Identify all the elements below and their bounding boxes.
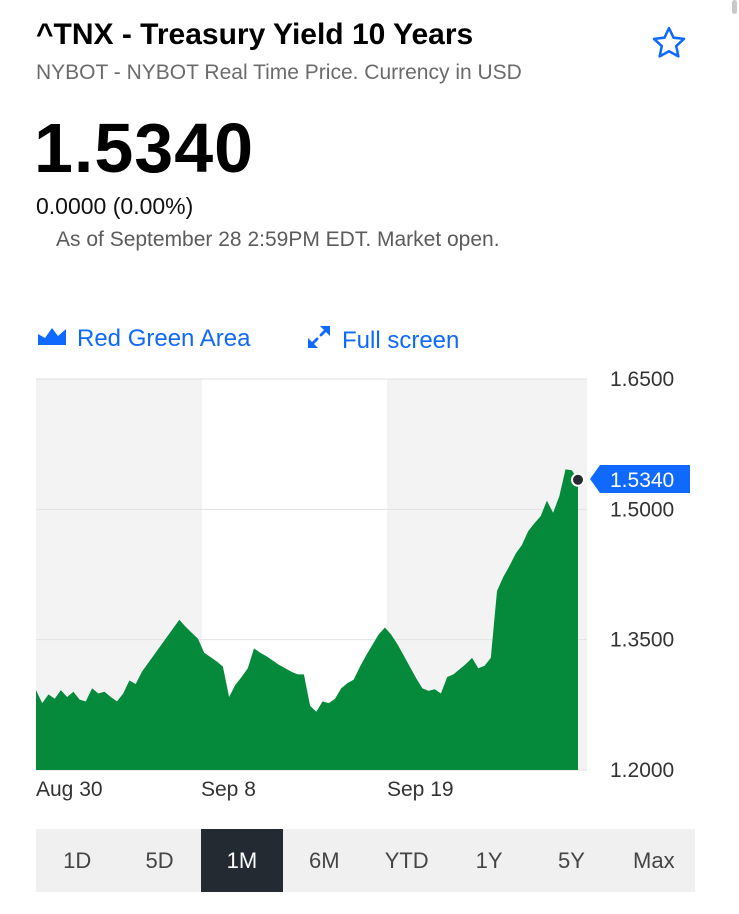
current-value-dot: [571, 472, 585, 487]
current-value-callout: [590, 465, 690, 493]
y-tick-label: 1.2000: [610, 759, 674, 782]
range-tab-6m[interactable]: 6M: [309, 847, 340, 873]
fullscreen-label: Full screen: [342, 326, 460, 354]
price-change: 0.0000 (0.00%): [36, 193, 194, 219]
range-tab-1y[interactable]: 1Y: [475, 847, 503, 873]
quote-timestamp: As of September 28 2:59PM EDT. Market op…: [56, 228, 500, 251]
x-tick-label: Sep 19: [387, 778, 454, 801]
current-value-label: 1.5340: [610, 469, 674, 492]
yield-area-chart[interactable]: 1.6500 1.5000 1.3500 1.2000 Aug 30 Sep 8 Sep 1…: [0, 370, 739, 810]
range-tab-ytd[interactable]: YTD: [384, 847, 429, 873]
x-tick-label: Aug 30: [36, 778, 103, 801]
range-tab-max[interactable]: Max: [633, 847, 675, 873]
current-price: 1.5340: [34, 109, 255, 187]
scrollbar-thumb[interactable]: [732, 0, 737, 14]
chart-type-label: Red Green Area: [77, 324, 251, 352]
y-tick-label: 1.6500: [610, 370, 674, 391]
quote-source: NYBOT - NYBOT Real Time Price. Currency …: [36, 61, 522, 84]
expand-arrows-icon: [306, 324, 342, 357]
fullscreen-button[interactable]: Full screen: [306, 324, 459, 357]
area-series: [36, 469, 578, 770]
y-tick-label: 1.5000: [610, 498, 674, 521]
range-tab-1m[interactable]: 1M: [200, 829, 284, 892]
range-tab-1d[interactable]: 1D: [63, 847, 92, 873]
range-selector: 1D 5D 1M 6M YTD 1Y 5Y Max: [36, 829, 695, 892]
area-chart-icon: [37, 324, 77, 353]
range-tab-5y[interactable]: 5Y: [557, 847, 585, 873]
star-icon[interactable]: [650, 24, 688, 62]
range-tab-5d[interactable]: 5D: [145, 847, 174, 873]
page-title: ^TNX - Treasury Yield 10 Years: [36, 18, 474, 51]
chart-type-button[interactable]: Red Green Area: [37, 324, 250, 353]
y-tick-label: 1.3500: [610, 629, 674, 652]
x-tick-label: Sep 8: [201, 778, 256, 801]
